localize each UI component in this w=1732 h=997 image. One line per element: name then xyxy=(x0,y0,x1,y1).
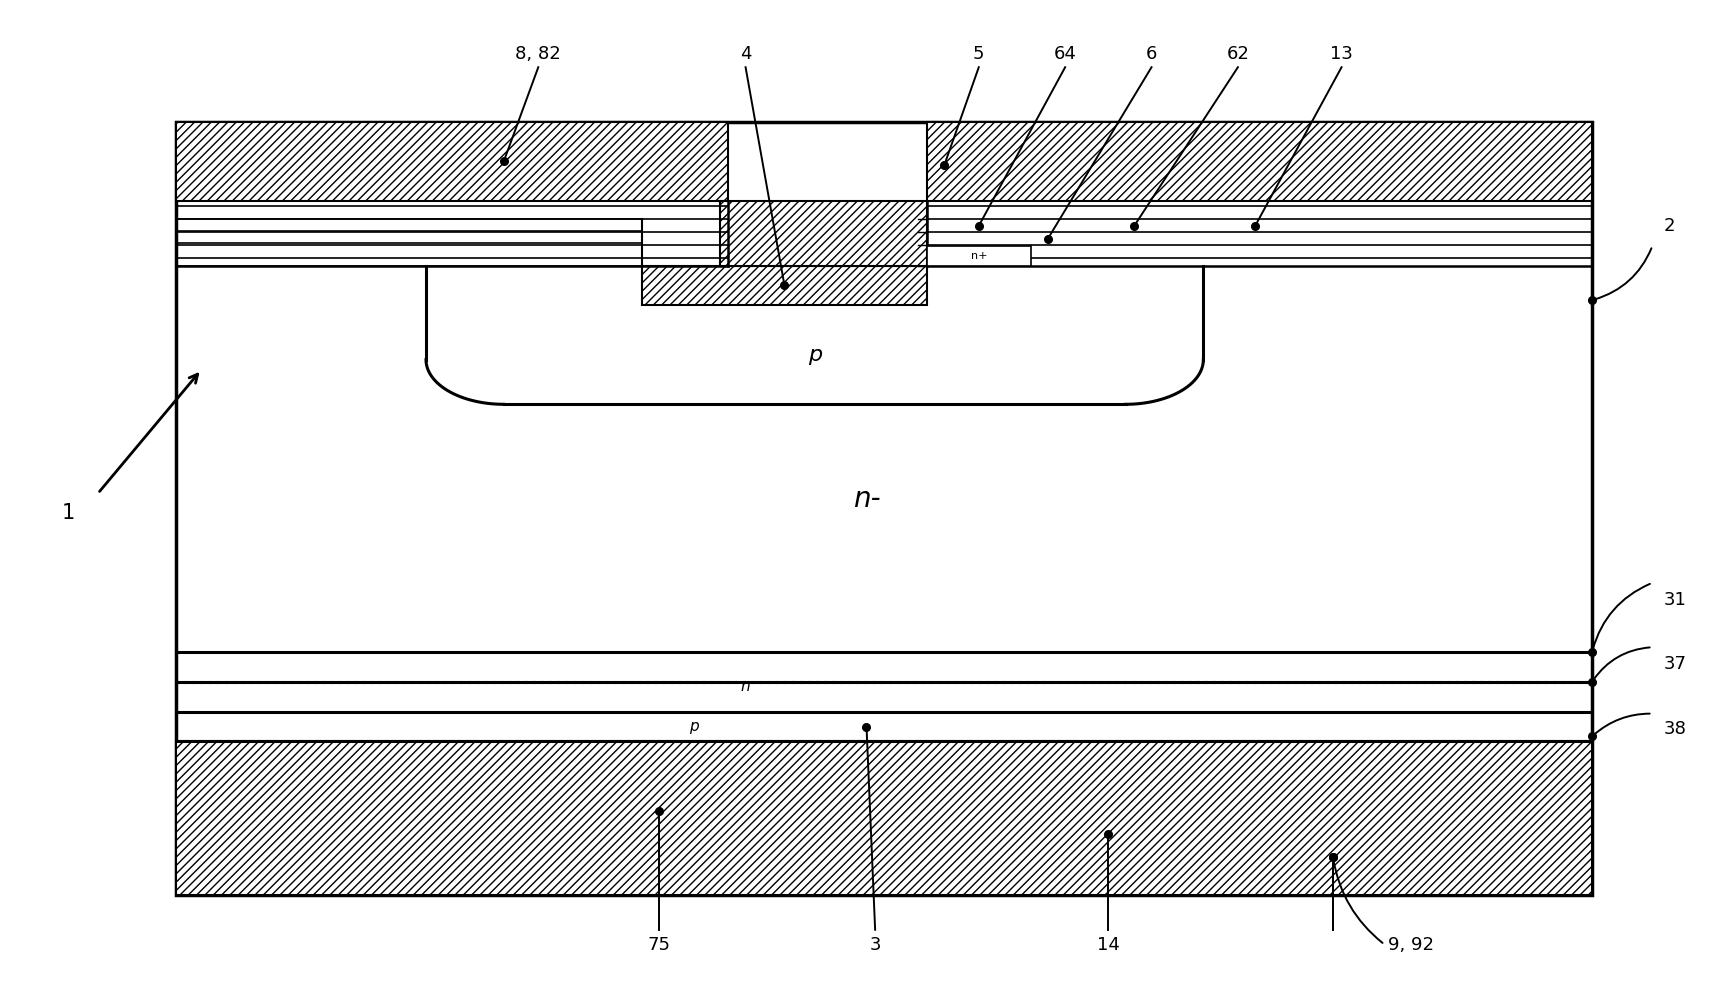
Text: 31: 31 xyxy=(1663,590,1685,608)
Text: 38: 38 xyxy=(1663,720,1685,738)
Bar xyxy=(719,201,927,265)
Text: 2: 2 xyxy=(1663,217,1675,235)
Text: n: n xyxy=(740,679,750,694)
Text: p: p xyxy=(807,345,821,365)
Text: 6: 6 xyxy=(1145,45,1157,64)
Text: 5: 5 xyxy=(972,45,984,64)
Text: 37: 37 xyxy=(1663,655,1685,673)
Text: 64: 64 xyxy=(1053,45,1076,64)
Bar xyxy=(175,122,727,201)
Bar xyxy=(927,245,1031,265)
Text: 1: 1 xyxy=(62,503,74,523)
Text: 62: 62 xyxy=(1226,45,1249,64)
Text: 4: 4 xyxy=(740,45,752,64)
Bar xyxy=(175,742,1592,895)
Text: p: p xyxy=(689,719,698,734)
Text: 9, 92: 9, 92 xyxy=(1387,935,1432,954)
Text: 75: 75 xyxy=(648,935,670,954)
Text: n-: n- xyxy=(852,485,880,512)
Bar xyxy=(641,265,927,305)
Text: 3: 3 xyxy=(869,935,880,954)
Text: n+: n+ xyxy=(970,250,987,260)
Text: 8, 82: 8, 82 xyxy=(514,45,561,64)
Text: 14: 14 xyxy=(1096,935,1119,954)
Text: 13: 13 xyxy=(1330,45,1353,64)
Bar xyxy=(927,122,1592,201)
Bar xyxy=(175,122,1592,895)
